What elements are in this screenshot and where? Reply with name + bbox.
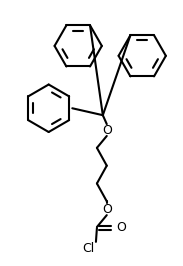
Text: O: O xyxy=(102,203,112,216)
Text: O: O xyxy=(117,222,126,235)
Text: Cl: Cl xyxy=(82,242,94,255)
Text: O: O xyxy=(102,123,112,136)
